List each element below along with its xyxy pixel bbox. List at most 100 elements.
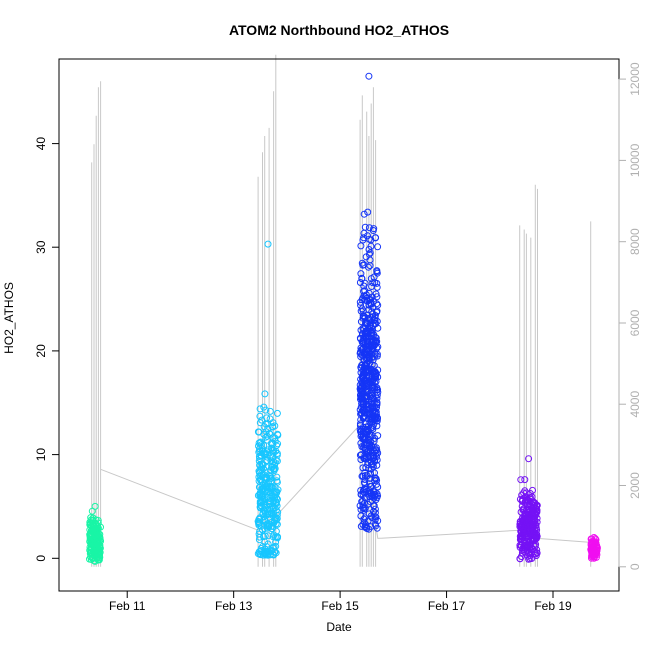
data-point bbox=[86, 531, 94, 539]
data-point bbox=[520, 536, 528, 543]
data-point bbox=[271, 493, 279, 501]
data-point bbox=[364, 232, 371, 240]
data-point bbox=[531, 509, 539, 517]
data-point bbox=[91, 502, 99, 510]
data-point bbox=[372, 371, 380, 379]
data-point bbox=[273, 515, 281, 522]
data-point bbox=[259, 497, 267, 505]
data-point bbox=[269, 449, 277, 457]
data-point bbox=[526, 495, 534, 503]
data-point bbox=[373, 524, 381, 532]
data-point bbox=[531, 513, 539, 521]
data-point bbox=[372, 337, 380, 345]
data-point bbox=[357, 392, 365, 400]
data-point bbox=[266, 475, 274, 483]
chart-title: ATOM2 Northbound HO2_ATHOS bbox=[229, 22, 449, 38]
data-point bbox=[264, 551, 272, 559]
data-point bbox=[254, 428, 262, 436]
data-point bbox=[521, 476, 529, 484]
data-point bbox=[357, 270, 365, 278]
data-point bbox=[357, 318, 365, 326]
series-4-points bbox=[516, 455, 541, 563]
data-point bbox=[356, 502, 364, 510]
data-point bbox=[263, 432, 271, 440]
data-point bbox=[361, 472, 369, 479]
y-tick-label-left: 0 bbox=[34, 555, 48, 562]
data-point bbox=[369, 404, 377, 412]
data-point bbox=[270, 458, 278, 466]
data-point bbox=[374, 243, 382, 251]
data-point bbox=[361, 445, 369, 453]
data-point bbox=[259, 551, 267, 559]
data-point bbox=[359, 407, 367, 414]
data-point bbox=[371, 351, 379, 358]
data-point bbox=[256, 504, 264, 512]
data-point bbox=[525, 518, 533, 526]
data-point bbox=[268, 547, 276, 555]
data-point bbox=[588, 543, 596, 551]
series-2-points bbox=[254, 240, 282, 559]
data-point bbox=[361, 514, 369, 522]
data-point bbox=[259, 510, 267, 518]
data-point bbox=[93, 527, 101, 535]
data-point bbox=[96, 534, 104, 541]
data-point bbox=[262, 428, 270, 436]
data-point bbox=[366, 433, 374, 441]
data-point bbox=[87, 516, 95, 524]
data-point bbox=[255, 442, 262, 450]
data-point bbox=[260, 450, 268, 458]
data-point bbox=[357, 301, 365, 309]
data-point bbox=[364, 341, 372, 349]
data-point bbox=[362, 521, 370, 529]
data-point bbox=[359, 414, 367, 422]
data-point bbox=[259, 485, 267, 493]
data-point bbox=[529, 486, 536, 494]
data-point bbox=[360, 210, 368, 218]
data-point bbox=[590, 534, 598, 541]
data-point bbox=[262, 457, 270, 465]
data-point bbox=[265, 520, 273, 528]
data-point bbox=[262, 420, 270, 428]
data-point bbox=[87, 521, 95, 529]
data-point bbox=[371, 516, 379, 524]
y-tick-label-right: 10000 bbox=[628, 143, 642, 177]
data-point bbox=[255, 457, 263, 465]
data-point bbox=[517, 535, 525, 543]
data-point bbox=[262, 433, 270, 441]
secondary-line-layer bbox=[91, 54, 592, 567]
data-point bbox=[517, 522, 525, 530]
data-point bbox=[362, 453, 370, 460]
y-tick-label-right: 4000 bbox=[628, 391, 642, 418]
data-point bbox=[358, 383, 366, 390]
data-point bbox=[256, 412, 264, 420]
data-point bbox=[256, 461, 264, 469]
data-point bbox=[272, 549, 280, 557]
data-point bbox=[358, 305, 366, 313]
data-point bbox=[370, 451, 377, 459]
data-point bbox=[371, 520, 379, 528]
series-1-points bbox=[86, 502, 104, 565]
data-point bbox=[86, 526, 94, 534]
data-point bbox=[521, 533, 529, 541]
data-point bbox=[357, 432, 365, 440]
data-point bbox=[361, 279, 369, 287]
x-tick-label: Feb 11 bbox=[109, 599, 146, 613]
data-point bbox=[365, 510, 373, 518]
data-point bbox=[271, 548, 279, 556]
data-point bbox=[517, 476, 525, 484]
data-point bbox=[359, 314, 367, 322]
data-point bbox=[357, 242, 365, 250]
data-point bbox=[256, 454, 264, 462]
data-point bbox=[361, 452, 369, 459]
data-point bbox=[269, 419, 277, 427]
data-point bbox=[358, 472, 366, 480]
data-point bbox=[374, 492, 382, 500]
data-point bbox=[360, 489, 368, 497]
data-point bbox=[591, 535, 599, 543]
data-point bbox=[359, 372, 366, 380]
data-point bbox=[266, 407, 274, 415]
data-point bbox=[372, 234, 379, 242]
data-point bbox=[269, 533, 277, 541]
data-point bbox=[372, 320, 380, 328]
